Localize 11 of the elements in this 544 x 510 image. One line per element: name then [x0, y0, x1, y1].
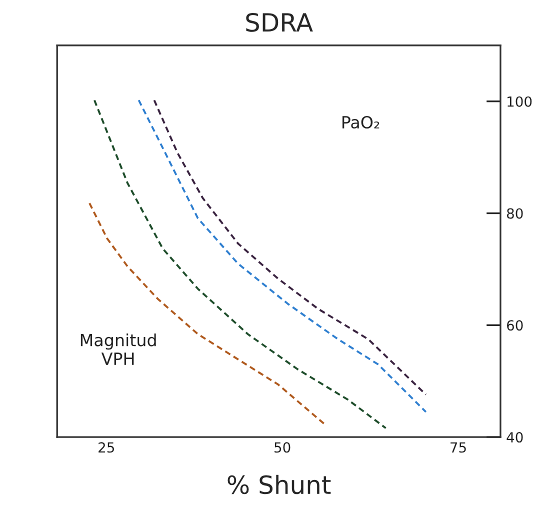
annotation: PaO₂	[342, 116, 380, 129]
x-tick-label: 75	[450, 442, 466, 453]
y-tick-label: 60	[507, 320, 523, 331]
x-tick-label: 25	[98, 442, 114, 453]
x-tick-label: 50	[274, 442, 290, 453]
y-tick-label: 80	[506, 208, 523, 219]
chart-title: SDRA	[246, 12, 313, 32]
annotation: Magnitud VPH	[80, 334, 156, 365]
x-axis-title: % Shunt	[228, 474, 331, 494]
y-tick-label: 100	[508, 96, 532, 107]
y-tick-label: 40	[506, 432, 523, 443]
